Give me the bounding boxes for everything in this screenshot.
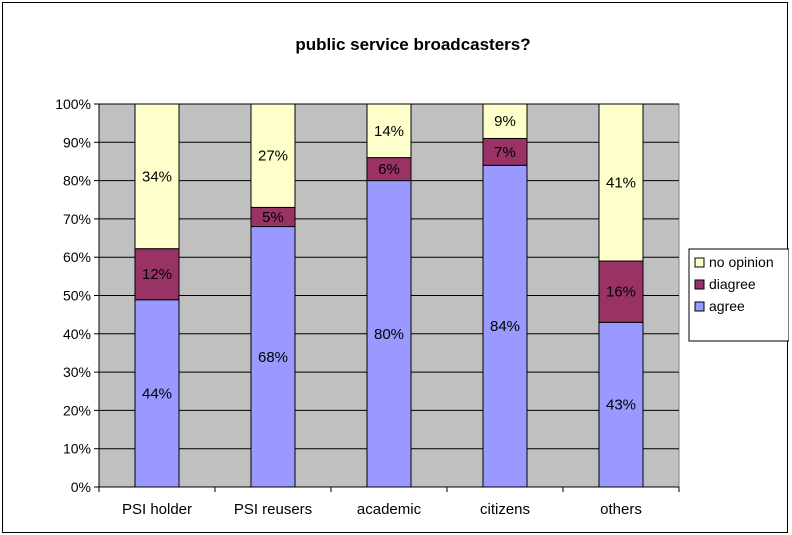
data-label: 84% [490, 318, 520, 335]
bar-segment-no-opinion [598, 103, 644, 262]
x-category-label: academic [357, 501, 422, 518]
bar-segment-diagree [598, 260, 644, 323]
data-label: 68% [258, 349, 288, 366]
legend-label: agree [709, 298, 745, 314]
bar-segment-agree [134, 299, 180, 488]
chart-title: public service broadcasters? [295, 35, 530, 54]
bar-segment-no-opinion [134, 103, 180, 250]
y-tick-label: 60% [63, 249, 91, 265]
data-label: 41% [606, 175, 636, 192]
bar-segment-no-opinion [482, 103, 528, 139]
legend-box [688, 248, 789, 342]
legend: no opinion diagree agree [688, 248, 789, 342]
bar-segment-agree [598, 321, 644, 488]
y-tick-label: 40% [63, 326, 91, 342]
x-category-label: PSI reusers [234, 501, 312, 518]
x-category-label: citizens [480, 501, 530, 518]
legend-swatch [694, 279, 705, 290]
data-label: 7% [494, 144, 516, 161]
bar-segment-diagree [134, 248, 180, 301]
data-label: 5% [262, 209, 284, 226]
y-tick-label: 90% [63, 134, 91, 150]
bar-segment-no-opinion [250, 103, 296, 208]
stacked-bar-chart: public service broadcasters? 0% 10% 20% 30%… [55, 35, 789, 518]
legend-label: no opinion [709, 254, 774, 270]
legend-swatch [694, 257, 705, 268]
x-category-label: others [600, 501, 642, 518]
data-label: 16% [606, 284, 636, 301]
bar-segment-agree [250, 226, 296, 488]
data-label: 44% [142, 385, 172, 402]
data-label: 6% [378, 161, 400, 178]
y-tick-label: 70% [63, 211, 91, 227]
y-tick-label: 10% [63, 441, 91, 457]
data-label: 9% [494, 113, 516, 130]
bar-segment-agree [366, 180, 412, 488]
bar-segment-agree [482, 164, 528, 488]
y-tick-label: 20% [63, 402, 91, 418]
data-label: 14% [374, 123, 404, 140]
plot-area: 0% 10% 20% 30% 40% 50% 60% 70% 80% 90% 100% 44% 12% 3… [55, 96, 680, 518]
data-label: 34% [142, 168, 172, 185]
y-tick-label: 80% [63, 173, 91, 189]
data-label: 43% [606, 397, 636, 414]
data-label: 27% [258, 148, 288, 165]
y-tick-label: 100% [55, 96, 91, 112]
y-tick-label: 0% [71, 479, 91, 495]
legend-swatch [694, 301, 705, 312]
x-category-label: PSI holder [122, 501, 192, 518]
legend-label: diagree [709, 276, 756, 292]
bar-segment-no-opinion [366, 103, 412, 159]
y-tick-label: 30% [63, 364, 91, 380]
y-tick-label: 50% [63, 288, 91, 304]
data-label: 12% [142, 266, 172, 283]
data-label: 80% [374, 326, 404, 343]
